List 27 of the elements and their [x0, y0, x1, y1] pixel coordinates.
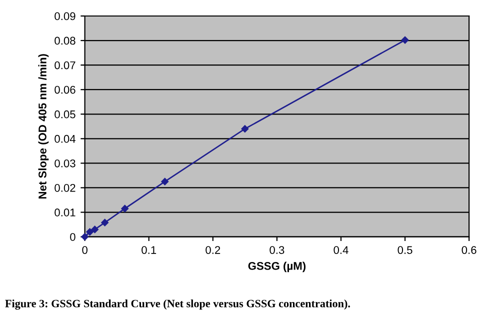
caption: Figure 3: GSSG Standard Curve (Net slope versus GSSG concentration). — [5, 299, 350, 310]
y-tick-label: 0.05 — [54, 110, 76, 118]
y-tick-label: 0.01 — [54, 208, 76, 216]
y-tick-label: 0.08 — [54, 36, 76, 45]
x-tick-label: 0.1 — [142, 246, 156, 254]
y-tick-label: 0.09 — [54, 12, 76, 20]
x-tick-label: 0 — [82, 246, 88, 254]
point — [121, 204, 128, 212]
y-tick-label: 0.06 — [54, 86, 76, 94]
y-tick-label: 0.03 — [54, 159, 76, 168]
x-tick-label: 0.6 — [462, 246, 476, 254]
y-tick-label: 0.02 — [54, 184, 76, 192]
point — [91, 226, 98, 234]
x-tick-label: 0.3 — [270, 246, 284, 254]
point — [161, 178, 169, 186]
y-tick-label: 0.07 — [54, 61, 76, 70]
x-tick-label: 0.2 — [206, 246, 220, 254]
x-tick-label: 0.4 — [334, 246, 348, 254]
point — [86, 228, 94, 236]
y-tick-label: 0.04 — [54, 134, 76, 143]
x-tick-label: 0.5 — [398, 246, 412, 254]
point — [101, 218, 108, 226]
point — [241, 125, 249, 132]
y-axis-title: Net Slope (OD 405 nm /min) — [38, 54, 49, 199]
y-tick-label: 0 — [70, 233, 76, 241]
x-axis-title: GSSG (µM) — [248, 262, 306, 272]
point — [401, 36, 409, 44]
